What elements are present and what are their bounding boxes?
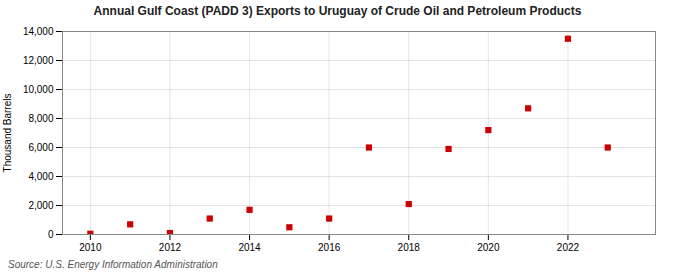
svg-text:Thousand Barrels: Thousand Barrels — [2, 94, 13, 173]
svg-text:2010: 2010 — [79, 242, 102, 253]
svg-text:0: 0 — [48, 229, 54, 240]
svg-text:2014: 2014 — [238, 242, 261, 253]
svg-text:6,000: 6,000 — [28, 142, 53, 153]
svg-text:14,000: 14,000 — [23, 26, 54, 37]
svg-text:8,000: 8,000 — [28, 113, 53, 124]
html-text:Annual Gulf Coast (PADD 3) Exp: Annual Gulf Coast (PADD 3) Exports to Ur… — [93, 4, 582, 18]
html-text:Source: U.S. Energy Informatio: Source: U.S. Energy Information Administ… — [8, 259, 218, 270]
svg-text:2016: 2016 — [318, 242, 341, 253]
svg-text:10,000: 10,000 — [23, 84, 54, 95]
svg-text:2022: 2022 — [557, 242, 580, 253]
svg-text:2,000: 2,000 — [28, 200, 53, 211]
svg-text:12,000: 12,000 — [23, 55, 54, 66]
svg-text:2020: 2020 — [477, 242, 500, 253]
svg-text:2012: 2012 — [159, 242, 182, 253]
svg-text:2018: 2018 — [398, 242, 421, 253]
svg-text:4,000: 4,000 — [28, 171, 53, 182]
